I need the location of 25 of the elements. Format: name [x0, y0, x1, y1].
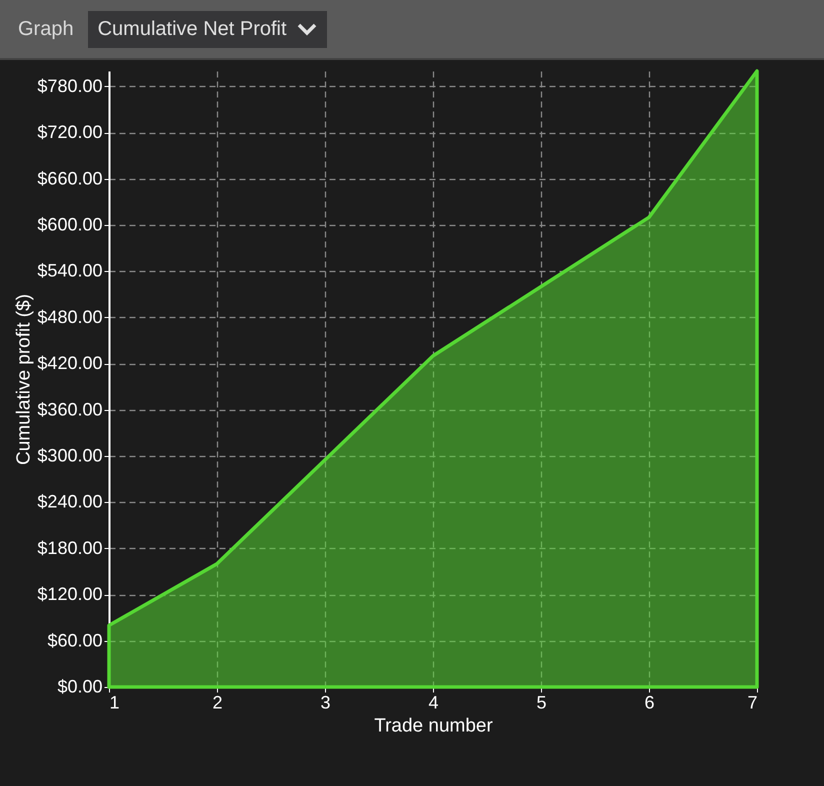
x-tick-label: 7: [747, 692, 758, 712]
y-tick-label: $60.00: [47, 630, 102, 650]
y-tick-label: $240.00: [37, 492, 102, 512]
x-tick-label: 2: [212, 692, 223, 712]
x-tick-label: 1: [110, 692, 120, 712]
y-tick-label: $720.00: [37, 122, 102, 142]
y-tick-label: $120.00: [37, 584, 102, 604]
x-axis-title: Trade number: [374, 716, 494, 736]
x-tick-label: 5: [536, 692, 547, 712]
y-tick-label: $0.00: [57, 676, 102, 696]
y-axis-title: Cumulative profit ($): [13, 294, 34, 466]
x-tick-label: 6: [644, 692, 655, 712]
y-tick-label: $780.00: [37, 76, 102, 96]
text: Graph: [18, 18, 74, 40]
y-tick-label: $540.00: [37, 260, 102, 281]
y-tick-label: $600.00: [37, 214, 102, 234]
chart-title: Cumulative Net Profit: [98, 18, 287, 40]
y-tick-label: $480.00: [37, 306, 102, 327]
x-tick-label: 3: [320, 692, 331, 712]
y-tick-label: $360.00: [37, 399, 102, 420]
x-tick-label: 4: [428, 692, 439, 712]
y-tick-label: $660.00: [37, 168, 102, 188]
y-tick-label: $420.00: [37, 353, 102, 374]
y-tick-label: $180.00: [37, 538, 102, 558]
y-tick-label: $300.00: [37, 446, 102, 466]
